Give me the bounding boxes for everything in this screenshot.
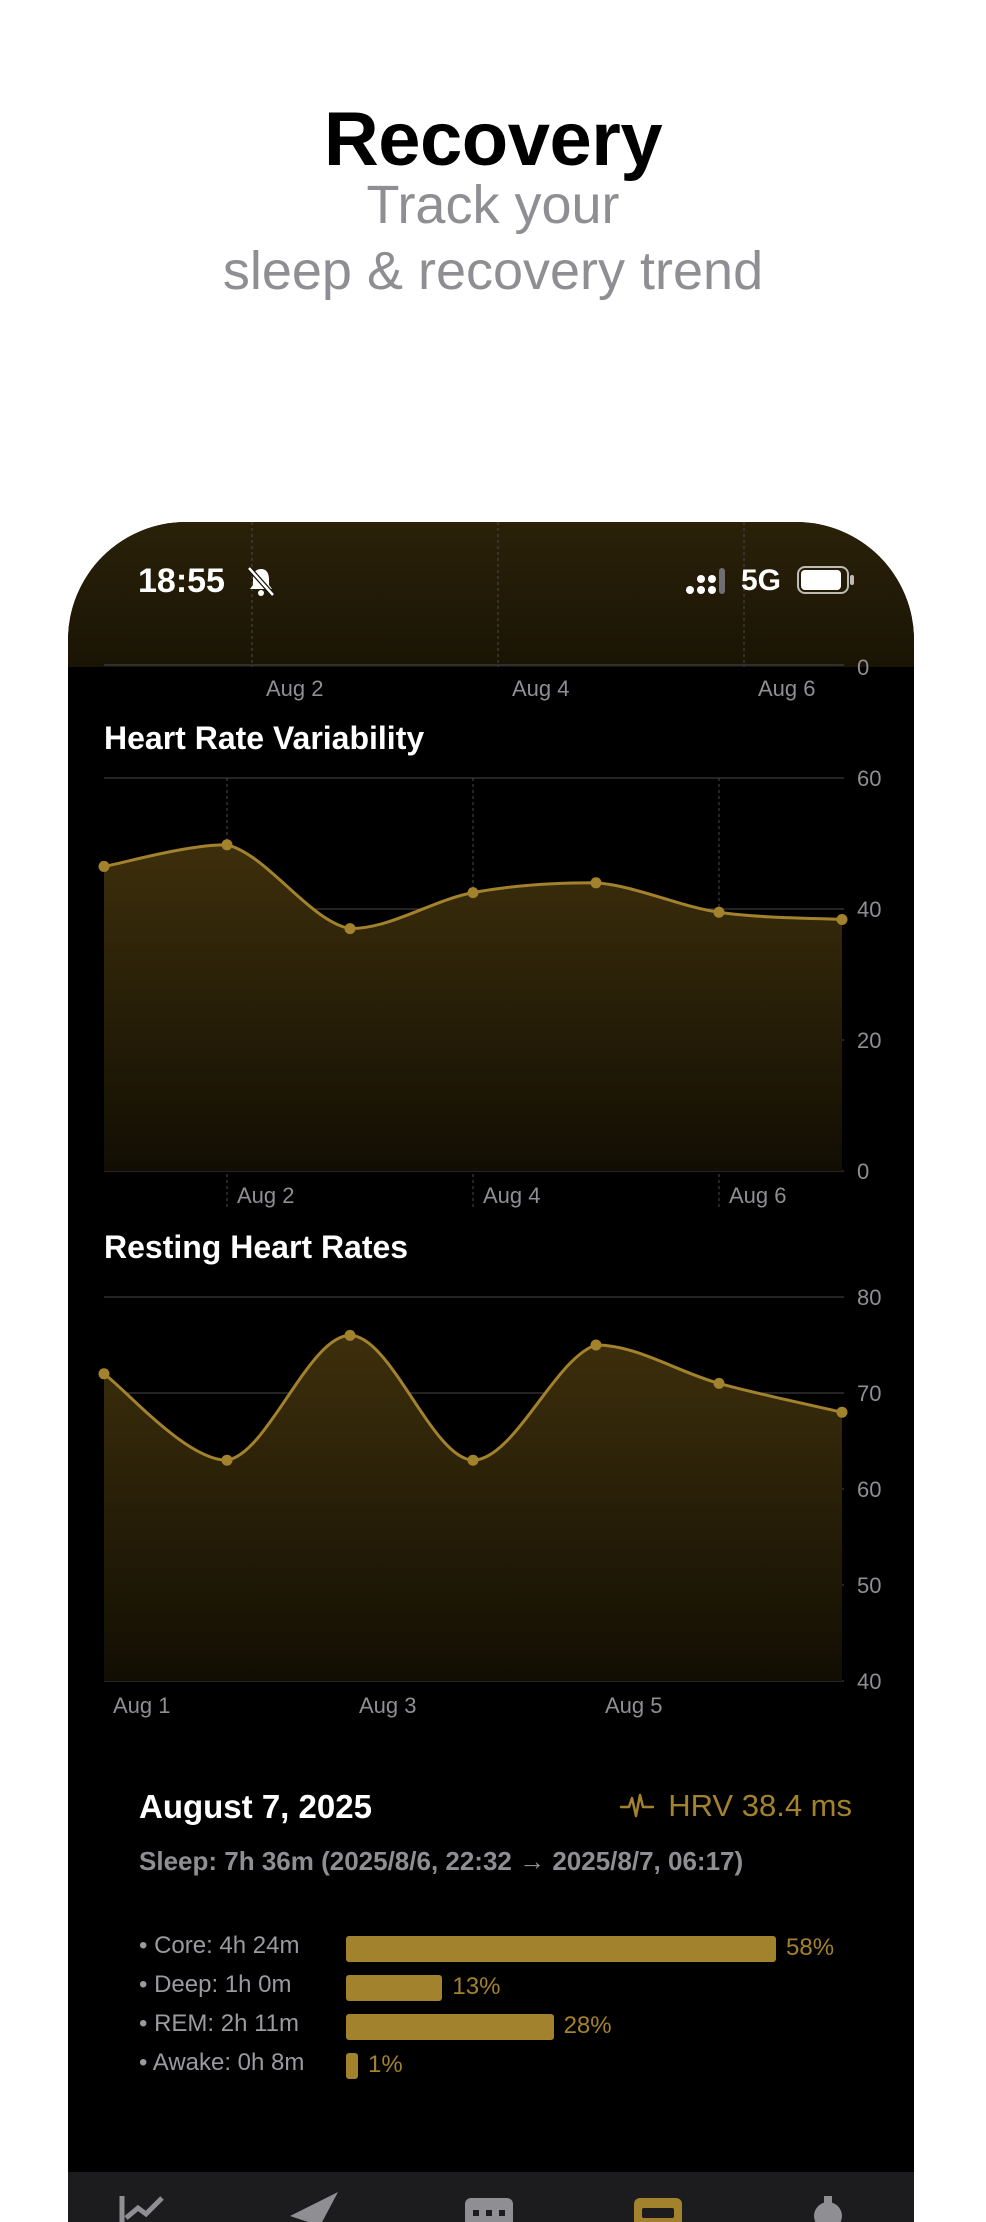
y-tick-label: 80 (857, 1285, 881, 1310)
y-tick-label: 70 (857, 1381, 881, 1406)
hrv-value: HRV 38.4 ms (668, 1788, 852, 1823)
data-point (98, 860, 110, 872)
sleep-stage-row: • Deep: 1h 0m 13% (139, 1971, 899, 2005)
hrv-chart-title: Heart Rate Variability (104, 720, 425, 756)
data-point (467, 1454, 479, 1466)
sleep-stage-percent: 13% (452, 1973, 501, 2000)
signal-icon (686, 568, 725, 594)
data-point (836, 1406, 848, 1418)
phone-screen: 0 Aug 2 Aug 4 Aug 6 0 20 40 60 Aug 2 Aug 4 Aug 6 40… (68, 522, 914, 2222)
sleep-stage-row: • REM: 2h 11m 28% (139, 2010, 899, 2044)
sleep-stage-bar (346, 2014, 554, 2040)
area-fill (104, 844, 842, 1171)
charts-canvas: 0 Aug 2 Aug 4 Aug 6 0 20 40 60 Aug 2 Aug 4 Aug 6 40… (98, 522, 881, 1718)
status-time: 18:55 (138, 562, 225, 600)
x-tick-label: Aug 1 (113, 1693, 171, 1718)
sleep-summary: Sleep: 7h 36m (2025/8/6, 22:32 → 2025/8/… (139, 1846, 744, 1876)
tab-bar (68, 2172, 914, 2222)
sleep-stage-label: • Deep: 1h 0m (139, 1971, 292, 1998)
sleep-stage-bar (346, 1975, 443, 2001)
promo-subtitle: Track your sleep & recovery trend (0, 172, 986, 304)
y-tick-label: 40 (857, 897, 881, 922)
status-bar: 18:55 5G (68, 522, 914, 642)
network-label: 5G (741, 564, 782, 597)
sleep-stage-row: • Core: 4h 24m 58% (139, 1932, 899, 1966)
top-chart-area (68, 522, 914, 667)
data-point (221, 1454, 233, 1466)
x-tick-label: Aug 5 (605, 1693, 663, 1718)
sleep-stage-percent: 1% (368, 2051, 403, 2078)
data-point (590, 877, 602, 889)
sleep-stage-bar (346, 2053, 358, 2079)
data-point (467, 887, 479, 899)
waveform-icon (620, 1793, 655, 1818)
sleep-stage-label: • REM: 2h 11m (139, 2010, 300, 2037)
y-tick-label: 20 (857, 1028, 881, 1053)
x-tick-label: Aug 6 (729, 1183, 787, 1208)
y-tick-label: 60 (857, 766, 881, 791)
sleep-stage-row: • Awake: 0h 8m 1% (139, 2049, 899, 2083)
y-tick-label: 60 (857, 1477, 881, 1502)
x-tick-label: Aug 2 (237, 1183, 295, 1208)
data-point (713, 1377, 725, 1389)
area-fill (104, 1335, 842, 1681)
y-tick-label: 0 (857, 655, 869, 680)
summary-date: August 7, 2025 (139, 1788, 372, 1825)
sleep-stage-label: • Core: 4h 24m (139, 1932, 300, 1959)
sleep-icon[interactable] (630, 2186, 686, 2222)
data-point (836, 913, 848, 925)
x-tick-label: Aug 4 (512, 676, 570, 701)
sleep-stage-label: • Awake: 0h 8m (139, 2049, 305, 2076)
promo-title: Recovery (323, 97, 663, 182)
sleep-stage-bar (346, 1936, 776, 1962)
data-point (221, 839, 233, 851)
send-icon[interactable] (286, 2186, 342, 2222)
y-tick-label: 0 (857, 1159, 869, 1184)
x-tick-label: Aug 3 (359, 1693, 417, 1718)
promo-subtitle-line1: Track your (366, 175, 620, 235)
hrv-badge: HRV 38.4 ms (620, 1788, 852, 1824)
battery-icon (797, 566, 854, 594)
sleep-stage-percent: 28% (563, 2012, 612, 2039)
data-point (344, 923, 356, 935)
y-tick-label: 50 (857, 1573, 881, 1598)
data-point (344, 1329, 356, 1341)
promo-subtitle-line2: sleep & recovery trend (222, 241, 764, 301)
x-tick-label: Aug 6 (758, 676, 816, 701)
x-tick-label: Aug 2 (266, 676, 324, 701)
rhr-chart-title: Resting Heart Rates (104, 1229, 409, 1265)
calendar-icon[interactable] (461, 2186, 517, 2222)
charts-icon[interactable] (116, 2186, 172, 2222)
sleep-stage-percent: 58% (786, 1934, 835, 1961)
bell-slash-icon (247, 566, 275, 597)
y-tick-label: 40 (857, 1669, 881, 1694)
data-point (98, 1368, 110, 1380)
data-point (590, 1339, 602, 1351)
x-tick-label: Aug 4 (483, 1183, 541, 1208)
settings-icon[interactable] (800, 2186, 856, 2222)
data-point (713, 906, 725, 918)
